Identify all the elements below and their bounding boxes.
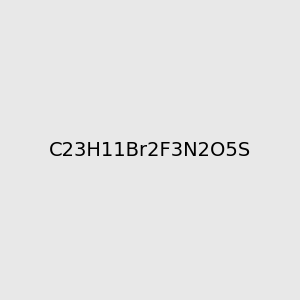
Text: C23H11Br2F3N2O5S: C23H11Br2F3N2O5S bbox=[49, 140, 251, 160]
